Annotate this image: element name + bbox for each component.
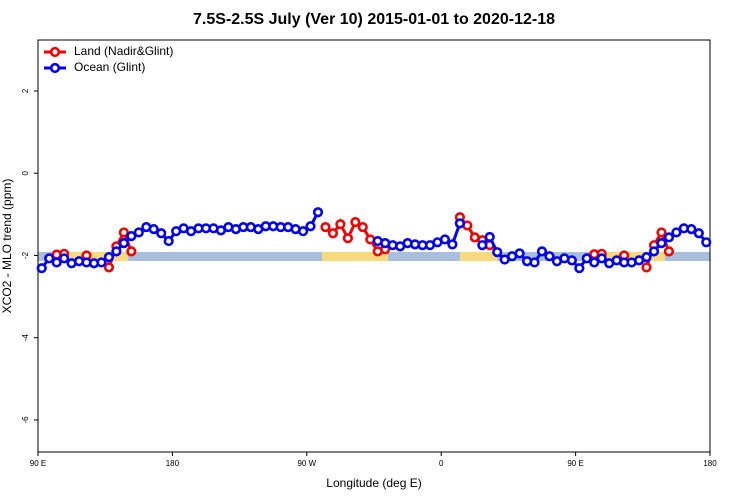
data-point xyxy=(686,224,697,235)
data-point xyxy=(103,262,115,273)
land-band xyxy=(60,252,128,261)
x-tick-label: 0 xyxy=(439,459,444,468)
data-point xyxy=(118,238,129,249)
data-point xyxy=(305,221,316,232)
data-point xyxy=(148,224,159,235)
chart-title: 7.5S-2.5S July (Ver 10) 2015-01-01 to 20… xyxy=(193,11,555,28)
data-point xyxy=(581,253,592,264)
y-tick-label: -2 xyxy=(21,251,30,259)
y-tick-label: -6 xyxy=(21,416,30,424)
plot-frame xyxy=(37,39,711,453)
data-point xyxy=(656,238,667,249)
data-point xyxy=(596,253,607,264)
data-point xyxy=(536,246,548,257)
data-point xyxy=(118,227,129,238)
y-tick-label: -4 xyxy=(21,334,30,342)
legend-label: Ocean (Glint) xyxy=(74,60,145,74)
data-point xyxy=(126,246,137,257)
data-point xyxy=(671,227,682,238)
data-point xyxy=(297,226,309,237)
data-point xyxy=(320,221,331,233)
data-point xyxy=(663,246,675,257)
data-point xyxy=(589,257,600,268)
data-point xyxy=(44,253,55,264)
data-point xyxy=(693,228,704,239)
data-point xyxy=(342,233,353,244)
data-point xyxy=(477,240,488,251)
data-point xyxy=(335,219,346,230)
y-axis-label: XCO2 - MLO trend (ppm) xyxy=(0,179,14,314)
data-point xyxy=(126,231,137,242)
data-point xyxy=(156,228,167,239)
data-point xyxy=(514,248,525,259)
data-point xyxy=(96,257,107,268)
data-point xyxy=(484,231,495,243)
data-point xyxy=(529,257,540,268)
data-point xyxy=(36,263,47,274)
land-band xyxy=(460,252,498,261)
x-tick-label: 90 W xyxy=(297,459,316,468)
data-point xyxy=(454,218,465,229)
data-point xyxy=(51,257,62,268)
data-point xyxy=(641,252,652,263)
data-point xyxy=(447,239,458,250)
data-point xyxy=(641,262,652,273)
x-tick-label: 90 E xyxy=(30,459,46,468)
y-tick-label: 0 xyxy=(21,170,30,175)
x-tick-label: 180 xyxy=(166,459,180,468)
data-point xyxy=(663,232,675,243)
data-point xyxy=(327,228,339,239)
data-point xyxy=(111,246,122,257)
data-point xyxy=(357,221,368,233)
data-point xyxy=(439,234,451,245)
data-point xyxy=(701,237,712,248)
legend-marker xyxy=(49,62,61,74)
legend-marker xyxy=(49,46,61,58)
data-point xyxy=(59,253,70,264)
data-point xyxy=(312,207,324,218)
y-tick-label: 2 xyxy=(21,88,30,93)
x-tick-label: 90 E xyxy=(567,459,583,468)
data-point xyxy=(566,255,577,266)
data-point xyxy=(544,251,555,262)
data-point xyxy=(492,247,503,258)
legend-label: Land (Nadir&Glint) xyxy=(74,44,173,58)
data-point xyxy=(133,227,144,238)
data-point xyxy=(103,252,115,263)
x-tick-label: 180 xyxy=(703,459,717,468)
data-point xyxy=(574,263,585,274)
data-point xyxy=(656,227,667,238)
x-axis-label: Longitude (deg E) xyxy=(326,476,421,490)
land-band xyxy=(322,252,388,261)
data-point xyxy=(163,235,174,247)
data-point xyxy=(648,246,660,257)
data-point xyxy=(350,217,361,228)
